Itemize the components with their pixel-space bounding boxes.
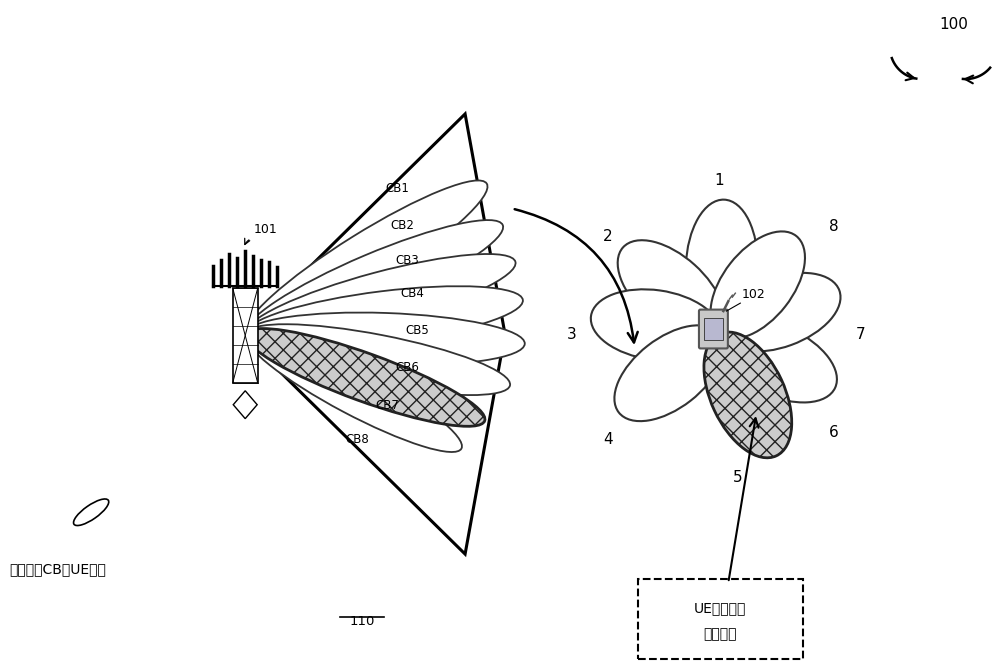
FancyBboxPatch shape [704,318,723,340]
Text: 1: 1 [715,173,724,188]
Ellipse shape [686,200,758,334]
Ellipse shape [618,240,725,341]
Text: 5: 5 [733,470,742,485]
Text: 间隙配置: 间隙配置 [704,627,737,641]
Text: 7: 7 [856,327,866,341]
Text: 2: 2 [603,229,613,244]
Text: CB1: CB1 [385,182,409,195]
FancyBboxPatch shape [638,579,803,659]
Bar [233,288,258,383]
Text: 8: 8 [829,219,839,234]
Ellipse shape [718,319,837,402]
Text: CB2: CB2 [390,219,414,232]
Ellipse shape [711,231,805,339]
Text: 所选择的CB和UE波束: 所选择的CB和UE波束 [9,562,106,576]
Text: 102: 102 [741,288,765,301]
Ellipse shape [246,286,523,348]
Ellipse shape [246,254,516,342]
Ellipse shape [245,329,485,426]
Ellipse shape [704,332,792,458]
Ellipse shape [718,273,841,351]
Ellipse shape [245,180,488,337]
Ellipse shape [245,220,503,339]
Ellipse shape [246,313,525,365]
Text: CB3: CB3 [395,254,419,267]
Text: UE波束训练: UE波束训练 [694,601,747,615]
Text: 4: 4 [603,432,613,447]
Text: 101: 101 [253,223,277,236]
Text: CB5: CB5 [405,323,429,337]
Text: CB8: CB8 [345,433,369,446]
Ellipse shape [591,289,720,361]
Ellipse shape [246,324,510,395]
Text: CB4: CB4 [400,287,424,300]
Ellipse shape [245,331,462,452]
Ellipse shape [614,325,724,421]
Text: 110: 110 [350,615,375,628]
Text: 6: 6 [829,425,839,440]
Text: 100: 100 [939,17,968,32]
Text: CB6: CB6 [395,361,419,374]
Text: 3: 3 [567,327,577,341]
FancyBboxPatch shape [699,309,728,349]
Text: CB7: CB7 [375,399,399,412]
